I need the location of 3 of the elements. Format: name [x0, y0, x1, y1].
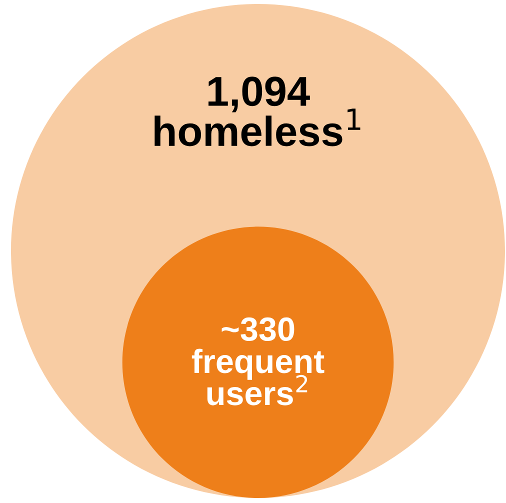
category-label: frequent users$^{2}$: [192, 348, 324, 406]
data-label: 1,094: [208, 76, 310, 112]
data-label: ~330: [222, 317, 294, 342]
